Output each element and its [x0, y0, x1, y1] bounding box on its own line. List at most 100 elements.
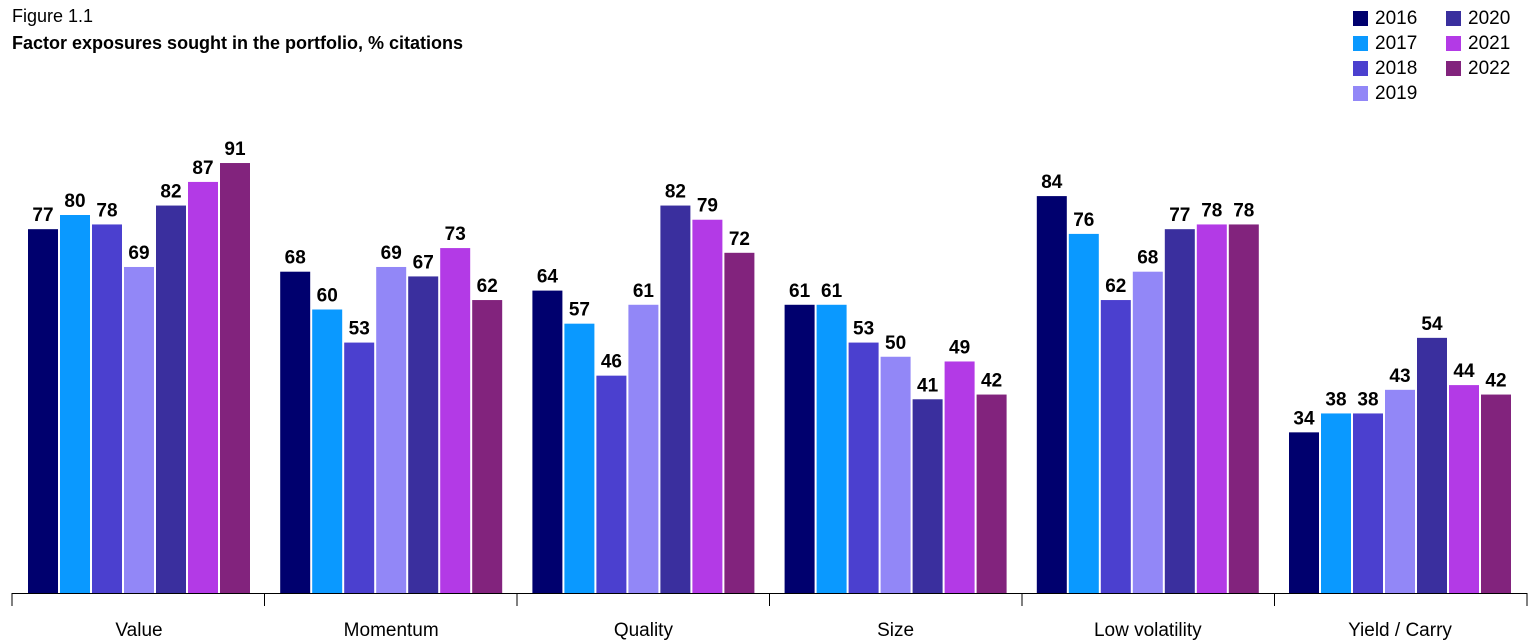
bar-yield-carry-2019 — [1385, 389, 1415, 593]
bar-size-2020 — [912, 399, 943, 593]
data-label-value-2019: 69 — [128, 243, 149, 264]
data-label-momentum-2018: 53 — [349, 319, 370, 340]
bar-value-2016 — [28, 229, 58, 594]
data-label-momentum-2016: 68 — [285, 248, 306, 269]
bar-yield-carry-2020 — [1417, 337, 1447, 593]
data-label-momentum-2017: 60 — [317, 286, 338, 307]
data-label-value-2017: 80 — [64, 191, 85, 212]
tick-label-low-volatility: Low volatility — [1094, 620, 1202, 641]
data-label-low-volatility-2018: 62 — [1105, 276, 1126, 297]
bar-momentum-2019 — [376, 266, 407, 593]
data-label-quality-2019: 61 — [633, 281, 655, 302]
bar-quality-2020 — [660, 205, 691, 594]
data-label-quality-2022: 72 — [729, 229, 750, 250]
tick-label-size: Size — [877, 620, 914, 641]
legend-swatch-2019 — [1353, 86, 1368, 101]
bar-value-2017 — [60, 215, 90, 593]
legend-swatch-2020 — [1446, 11, 1461, 26]
bar-low-volatility-2017 — [1068, 233, 1099, 593]
legend-item-2018: 2018 — [1353, 56, 1446, 81]
bar-low-volatility-2020 — [1164, 229, 1195, 594]
data-label-low-volatility-2017: 76 — [1073, 210, 1094, 231]
bar-low-volatility-2018 — [1100, 300, 1131, 593]
data-label-value-2022: 91 — [224, 139, 246, 160]
tick-label-quality: Quality — [614, 620, 674, 641]
legend-label-2018: 2018 — [1375, 57, 1418, 79]
bar-size-2016 — [784, 304, 815, 593]
bar-quality-2022 — [724, 252, 755, 594]
data-label-low-volatility-2021: 78 — [1201, 200, 1222, 221]
legend-item-2016: 2016 — [1353, 6, 1446, 31]
data-label-size-2019: 50 — [885, 333, 906, 354]
bar-yield-carry-2018 — [1353, 413, 1383, 593]
data-label-value-2018: 78 — [96, 200, 117, 221]
data-label-momentum-2020: 67 — [413, 252, 434, 273]
bar-group-low-volatility: 84 76 62 68 77 78 78 — [1036, 172, 1259, 594]
bar-value-2019 — [124, 266, 154, 593]
data-label-size-2022: 42 — [981, 371, 1002, 392]
bar-value-2022 — [220, 163, 250, 593]
bar-size-2019 — [880, 356, 911, 593]
bar-group-quality: 64 57 46 61 82 79 72 — [532, 182, 755, 594]
bar-momentum-2017 — [312, 309, 343, 593]
bar-momentum-2022 — [472, 300, 503, 593]
data-label-yield-carry-2019: 43 — [1389, 366, 1410, 387]
data-label-yield-carry-2022: 42 — [1485, 371, 1506, 392]
bar-momentum-2021 — [440, 248, 471, 593]
bar-group-momentum: 68 60 53 69 67 73 62 — [280, 224, 503, 593]
bar-size-2018 — [848, 342, 879, 593]
data-label-size-2018: 53 — [853, 319, 874, 340]
data-label-low-volatility-2022: 78 — [1233, 200, 1254, 221]
data-label-quality-2018: 46 — [601, 352, 622, 373]
legend-label-2019: 2019 — [1375, 82, 1418, 104]
legend-label-2016: 2016 — [1375, 7, 1418, 29]
bar-quality-2021 — [692, 219, 723, 593]
chart-title: Factor exposures sought in the portfolio… — [12, 33, 464, 53]
tick-label-yield-carry: Yield / Carry — [1348, 620, 1452, 641]
bar-momentum-2018 — [344, 342, 375, 593]
data-label-yield-carry-2016: 34 — [1293, 408, 1315, 429]
data-label-low-volatility-2016: 84 — [1041, 172, 1063, 193]
data-label-value-2016: 77 — [32, 205, 53, 226]
data-label-quality-2021: 79 — [697, 196, 718, 217]
bar-quality-2017 — [564, 323, 595, 593]
bar-size-2022 — [976, 394, 1007, 593]
tick-label-value: Value — [115, 620, 162, 641]
legend-label-2020: 2020 — [1468, 7, 1511, 29]
legend-item-2020: 2020 — [1446, 6, 1539, 31]
data-label-momentum-2019: 69 — [381, 243, 402, 264]
legend-swatch-2022 — [1446, 61, 1461, 76]
data-label-size-2021: 49 — [949, 337, 970, 358]
data-label-quality-2020: 82 — [665, 182, 686, 203]
legend-swatch-2021 — [1446, 36, 1461, 51]
data-label-low-volatility-2020: 77 — [1169, 205, 1190, 226]
bar-low-volatility-2022 — [1228, 224, 1259, 593]
bar-yield-carry-2017 — [1321, 413, 1351, 593]
bar-quality-2019 — [628, 304, 659, 593]
legend: 2016 2017 2018 2019 2020 2021 2022 — [1353, 6, 1539, 106]
legend-swatch-2016 — [1353, 11, 1368, 26]
bar-momentum-2016 — [280, 271, 311, 593]
bar-quality-2018 — [596, 375, 627, 593]
bar-group-value: 77 80 78 69 82 87 91 — [28, 139, 250, 594]
data-label-size-2020: 41 — [917, 375, 939, 396]
bar-low-volatility-2016 — [1036, 196, 1067, 593]
data-label-yield-carry-2018: 38 — [1357, 389, 1378, 410]
bar-value-2020 — [156, 205, 186, 594]
data-label-yield-carry-2020: 54 — [1421, 314, 1443, 335]
bar-low-volatility-2021 — [1196, 224, 1227, 593]
legend-label-2022: 2022 — [1468, 57, 1511, 79]
bar-yield-carry-2016 — [1289, 432, 1319, 593]
data-label-yield-carry-2017: 38 — [1325, 389, 1346, 410]
bar-yield-carry-2022 — [1481, 394, 1511, 593]
legend-item-2022: 2022 — [1446, 56, 1539, 81]
legend-item-2019: 2019 — [1353, 81, 1446, 106]
tick-label-momentum: Momentum — [344, 620, 439, 641]
data-label-size-2016: 61 — [789, 281, 811, 302]
bar-group-yield-carry: 34 38 38 43 54 44 42 — [1289, 314, 1511, 593]
bar-size-2017 — [816, 304, 847, 593]
data-label-momentum-2022: 62 — [477, 276, 498, 297]
bar-yield-carry-2021 — [1449, 385, 1479, 593]
legend-item-2021: 2021 — [1446, 31, 1539, 56]
